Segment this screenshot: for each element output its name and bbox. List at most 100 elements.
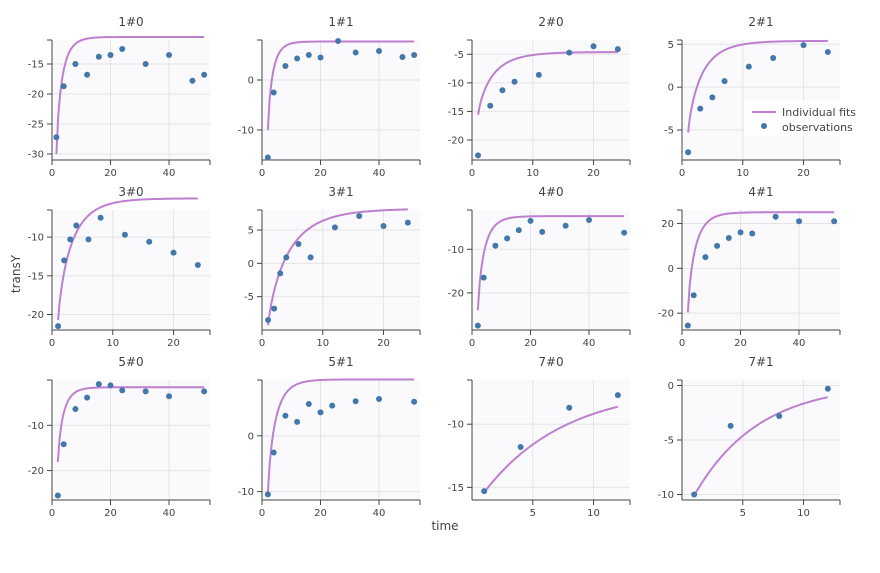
observation-point — [283, 254, 290, 261]
observation-point — [121, 231, 128, 238]
observation-point — [170, 249, 177, 256]
panel-background — [52, 40, 210, 160]
y-tick-label: 5 — [668, 40, 674, 51]
y-tick-label: -15 — [28, 271, 44, 282]
observation-point — [352, 398, 359, 405]
observation-point — [770, 55, 777, 61]
x-tick-label: 10 — [587, 508, 600, 519]
panel-title: 1#1 — [328, 15, 353, 29]
x-tick-label: 10 — [526, 168, 539, 179]
x-tick-label: 20 — [314, 508, 327, 519]
x-tick-label: 40 — [373, 168, 386, 179]
observation-point — [776, 413, 783, 419]
observation-point — [481, 488, 488, 495]
observation-point — [725, 235, 732, 242]
individual-fit-line — [686, 211, 835, 313]
panel-title: 5#1 — [328, 355, 353, 369]
observation-point — [697, 105, 704, 112]
observation-point — [831, 218, 838, 225]
observation-point — [824, 385, 831, 392]
observation-point — [709, 94, 716, 101]
x-tick-label: 0 — [259, 508, 265, 519]
observation-point — [270, 449, 277, 456]
observation-point — [527, 217, 534, 224]
observation-point — [796, 218, 803, 225]
observation-point — [84, 71, 91, 78]
observation-point — [800, 42, 807, 49]
x-tick-label: 20 — [104, 508, 117, 519]
legend-observations-swatch — [761, 123, 767, 129]
y-tick-label: -10 — [28, 233, 44, 244]
panel-1#0: 1#0 0 20 40 -30 -25 -20 -15 — [28, 15, 211, 179]
observation-point — [264, 154, 271, 161]
y-tick-label: -5 — [664, 126, 674, 137]
panel-background — [472, 210, 630, 330]
x-tick-label: 20 — [377, 338, 390, 349]
x-tick-label: 5 — [740, 508, 746, 519]
panel-background — [472, 380, 630, 500]
observation-point — [614, 46, 621, 53]
y-tick-label: -20 — [448, 136, 464, 147]
individual-fit-line — [56, 386, 205, 463]
panel-title: 5#0 — [118, 355, 143, 369]
observation-point — [399, 54, 406, 60]
observation-point — [61, 257, 68, 264]
panel-2#1: 2#1 0 10 20 -5 0 5 — [664, 15, 841, 179]
observation-point — [201, 388, 208, 395]
observation-point — [586, 217, 593, 224]
individual-fit-line — [55, 36, 205, 155]
panel-title: 4#1 — [748, 185, 773, 199]
observation-point — [511, 78, 518, 85]
observation-point — [690, 292, 697, 299]
observation-point — [590, 43, 597, 50]
observation-point — [84, 394, 91, 401]
observation-point — [376, 48, 383, 54]
panel-3#0: 3#0 0 10 20 -20 -15 -10 — [28, 185, 211, 349]
panel-2#0: 2#0 0 10 20 -20 -15 -10 -5 — [448, 15, 631, 179]
individual-fit-line — [687, 39, 828, 133]
panel-4#0: 4#0 0 20 40 -20 -10 — [448, 185, 631, 349]
y-tick-label: -20 — [28, 466, 44, 477]
individual-fit-line — [483, 405, 619, 494]
y-tick-label: -10 — [658, 490, 674, 501]
observation-point — [499, 87, 506, 94]
observation-point — [749, 230, 756, 237]
observation-point — [282, 412, 289, 419]
observation-point — [119, 387, 126, 394]
observation-point — [107, 382, 114, 389]
observation-point — [271, 305, 278, 312]
observation-point — [727, 422, 734, 429]
y-tick-label: -20 — [28, 310, 44, 321]
panel-background — [262, 210, 420, 330]
panel-title: 3#0 — [118, 185, 143, 199]
observation-point — [305, 52, 312, 58]
x-tick-label: 20 — [314, 168, 327, 179]
observation-point — [146, 238, 153, 245]
panel-title: 2#1 — [748, 15, 773, 29]
panel-5#0: 5#0 0 20 40 -20 -10 — [28, 355, 211, 519]
observation-point — [277, 270, 284, 277]
observation-point — [53, 134, 60, 141]
observation-point — [411, 52, 418, 58]
x-tick-label: 10 — [106, 338, 119, 349]
observation-point — [685, 149, 692, 156]
individual-fit-line — [476, 215, 625, 311]
observation-point — [317, 54, 324, 61]
panel-7#0: 7#0 5 10 -15 -10 — [448, 355, 631, 519]
observation-point — [411, 398, 418, 405]
panel-background — [52, 380, 210, 500]
observation-point — [95, 53, 102, 60]
y-tick-label: -10 — [448, 420, 464, 431]
observation-point — [487, 102, 494, 109]
y-tick-label: -15 — [448, 107, 464, 118]
observation-point — [404, 219, 411, 226]
panel-background — [262, 380, 420, 500]
x-tick-label: 40 — [793, 338, 806, 349]
panel-1#1: 1#1 0 20 40 -10 0 — [238, 15, 421, 179]
observation-point — [702, 254, 709, 261]
y-tick-label: 0 — [668, 264, 674, 275]
observation-point — [60, 83, 67, 90]
panel-title: 3#1 — [328, 185, 353, 199]
panel-4#1: 4#1 0 20 40 -20 0 20 — [658, 185, 841, 349]
panel-title: 2#0 — [538, 15, 563, 29]
